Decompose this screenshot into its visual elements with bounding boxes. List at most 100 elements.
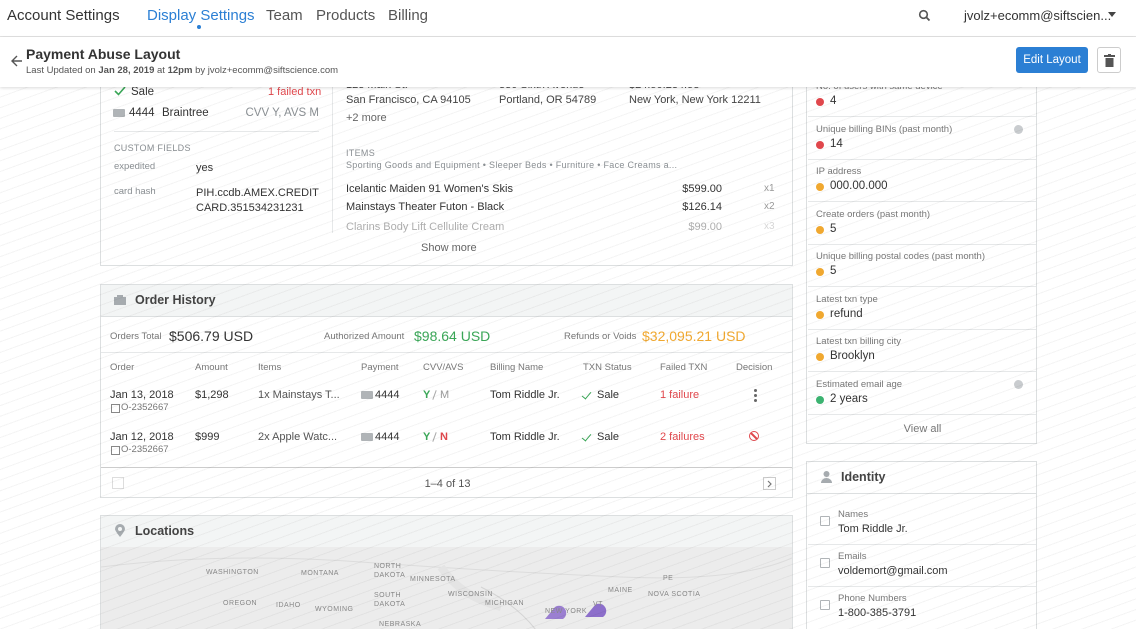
- status-dot: [816, 183, 824, 191]
- txn-status: Sale: [597, 389, 620, 401]
- map-label: WYOMING: [315, 606, 354, 613]
- field-value: PIH.ccdb.AMEX.CREDITCARD.351534231231: [196, 187, 319, 214]
- status-dot: [816, 310, 824, 319]
- address-line: $24.50.234.58: [629, 87, 699, 92]
- identity-body: Names Tom Riddle Jr. Emails voldemort@gmail…: [807, 462, 1036, 629]
- divider: [332, 87, 333, 233]
- chevron: [767, 480, 772, 488]
- field-value: yes: [196, 162, 214, 174]
- item-categories: Sporting Goods and Equipment • Sleeper B…: [346, 160, 678, 170]
- billing-name: Tom Riddle Jr.: [490, 389, 560, 401]
- card-header: [101, 285, 792, 317]
- card-title: Identity: [841, 470, 886, 484]
- item-name: Clarins Body Lift Cellulite Cream: [346, 221, 505, 233]
- signal-value: Brooklyn: [830, 350, 875, 362]
- item-price: $126.14: [682, 201, 722, 213]
- order-amount: $1,298: [195, 389, 229, 401]
- card-title: Order History: [135, 293, 216, 307]
- top-nav: Account Settings Display Settings Team P…: [0, 0, 1136, 37]
- transaction-body: Sale 1 failed txn 4444 Braintree CVV Y, …: [101, 87, 775, 265]
- signal-value: 000.00.000: [830, 180, 888, 192]
- cvv: Y: [423, 389, 431, 401]
- order-amount: $999: [195, 431, 220, 443]
- nav-tab[interactable]: Team: [266, 7, 303, 24]
- map-label: NORTH DAKOTA: [374, 563, 406, 579]
- order-items: 1x Mainstays T...: [258, 389, 340, 401]
- next-page[interactable]: [763, 477, 776, 490]
- status-dot: [816, 140, 824, 149]
- menu-dot: [754, 389, 757, 392]
- identity-card: Identity Names Tom Riddle Jr. Emails voldem…: [806, 461, 1037, 629]
- item-qty: x3: [764, 221, 775, 232]
- nav-tab-active[interactable]: Display Settings: [147, 7, 255, 24]
- view-all[interactable]: View all: [903, 423, 942, 435]
- check-icon: [114, 87, 126, 96]
- caret: [1108, 12, 1116, 17]
- payment: 4444: [375, 431, 400, 443]
- date: Jan 28, 2019: [98, 65, 155, 76]
- nav-tab[interactable]: Billing: [388, 7, 429, 24]
- field-icon: [820, 558, 830, 568]
- more-addresses[interactable]: +2 more: [346, 112, 387, 124]
- divider: [808, 243, 1036, 245]
- user-menu[interactable]: jvolz+ecomm@siftscien...: [964, 8, 1112, 23]
- trash-icon: [1104, 54, 1115, 67]
- divider: [808, 371, 1036, 372]
- map-label: IDAHO: [276, 602, 301, 609]
- txn-failed: 1 failed txn: [268, 87, 322, 98]
- signal-value: 14: [830, 137, 843, 150]
- signals-card: No. of users with same device4 Unique bil…: [806, 87, 1037, 444]
- identity-label: Emails: [838, 551, 867, 562]
- total-value: $32,095.21 USD: [642, 328, 746, 344]
- card-header: [807, 462, 1036, 494]
- divider: [808, 414, 1036, 415]
- layout-title: Payment Abuse Layout: [26, 46, 181, 62]
- failed-txn: 1 failure: [660, 389, 700, 401]
- signal-label: IP address: [816, 166, 862, 177]
- map-shapes: [101, 557, 792, 629]
- payment: 4444: [375, 389, 400, 401]
- item-name: Mainstays Theater Futon - Black: [346, 201, 505, 213]
- text: Last Updated on: [26, 65, 96, 76]
- map[interactable]: WASHINGTON MONTANA NORTH DAKOTA MINNESOTA OR…: [101, 547, 792, 629]
- total-value: $506.79 USD: [169, 328, 254, 344]
- section-title: CUSTOM FIELDS: [114, 143, 191, 153]
- show-more[interactable]: Show more: [421, 242, 477, 254]
- search-icon[interactable]: [918, 9, 932, 23]
- menu-dot: [754, 394, 757, 397]
- map-label: MAINE: [608, 587, 633, 594]
- prev-page[interactable]: [112, 477, 124, 489]
- map-label: MICHIGAN: [485, 600, 524, 607]
- field-name: expedited: [114, 161, 156, 172]
- status-dot: [816, 225, 824, 234]
- layout-header: Payment Abuse Layout Last Updated on Jan…: [0, 37, 1136, 87]
- divider: [808, 116, 1036, 117]
- identity-value: 1-800-385-3791: [838, 607, 917, 619]
- item-name: Icelantic Maiden 91 Women's Skis: [346, 183, 513, 195]
- delete-button[interactable]: [1097, 47, 1121, 73]
- status-dot: [816, 98, 824, 106]
- nav-tab[interactable]: Products: [316, 7, 376, 24]
- text: at: [157, 65, 165, 76]
- edit-layout-button[interactable]: Edit Layout: [1016, 47, 1088, 73]
- slash: [750, 432, 758, 440]
- address-line: San Francisco, CA 94105: [346, 94, 471, 106]
- column-header: Payment: [361, 362, 399, 373]
- section-title: ITEMS: [346, 148, 376, 158]
- signal-label: Latest txn type: [816, 293, 878, 305]
- column-header: Items: [258, 362, 282, 373]
- brand[interactable]: Account Settings: [7, 7, 120, 24]
- item-qty: x2: [764, 201, 775, 212]
- order-history-card: Order History Orders Total $506.79 USD Aut…: [100, 284, 793, 498]
- back-arrow[interactable]: [11, 55, 23, 67]
- field-icon: [820, 600, 830, 610]
- column-header: Failed TXN: [660, 362, 708, 373]
- signal-label: No. of users with same device: [816, 87, 943, 94]
- history-icon: [114, 295, 126, 305]
- status-dot: [816, 353, 824, 361]
- signal-value: 5: [830, 265, 837, 277]
- status-dot: [816, 395, 824, 404]
- divider: [808, 544, 1036, 545]
- address-line: 330 Sixth Avenue: [499, 87, 584, 92]
